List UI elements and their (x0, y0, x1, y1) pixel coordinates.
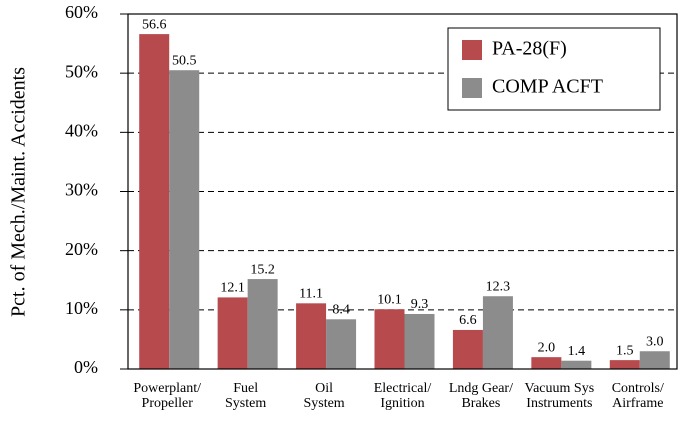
bar (639, 351, 670, 369)
x-tick-label: Fuel System (225, 381, 266, 411)
y-tick-label: 0% (74, 357, 98, 377)
x-tick-label: Controls/Airframe (612, 381, 664, 411)
bar (452, 329, 483, 369)
y-tick-label: 60% (65, 2, 98, 22)
y-tick-label: 40% (65, 120, 98, 140)
bar (217, 297, 248, 369)
data-label: 15.2 (250, 262, 275, 277)
x-tick-label: Lndg Gear/Brakes (449, 381, 513, 411)
data-label: 12.3 (486, 279, 511, 294)
bar (531, 357, 562, 369)
data-label: 3.0 (646, 334, 664, 349)
data-label: 50.5 (172, 53, 197, 68)
bar (296, 303, 327, 369)
legend-label: PA-28(F) (492, 38, 567, 60)
x-tick-label: Vacuum Sys Instruments (525, 381, 595, 411)
x-tick-label: Oil System (303, 381, 344, 411)
y-tick-label: 30% (65, 180, 98, 200)
data-label: 8.4 (332, 303, 350, 318)
plot-frame (127, 13, 678, 370)
data-label: 9.3 (411, 297, 429, 312)
y-axis-label: Pct. of Mech./Maint. Accidents (8, 67, 30, 317)
bar (247, 279, 278, 369)
legend-swatch (462, 78, 482, 98)
y-tick-label: 10% (65, 298, 98, 318)
data-label: 12.1 (220, 281, 245, 296)
data-label: 2.0 (538, 340, 556, 355)
legend-box (447, 27, 661, 111)
y-tick-label: 50% (65, 61, 98, 81)
data-label: 10.1 (377, 292, 402, 307)
data-label: 1.5 (616, 343, 634, 358)
x-tick-label: Electrical/Ignition (374, 381, 432, 411)
bar (169, 70, 200, 369)
legend: PA-28(F) COMP ACFT (447, 27, 661, 111)
bar (139, 34, 170, 369)
data-label: 56.6 (142, 17, 167, 32)
data-label: 1.4 (568, 344, 586, 359)
bar (561, 360, 592, 369)
bar (404, 313, 435, 369)
bar (326, 319, 357, 369)
data-label: 11.1 (299, 287, 323, 302)
legend-swatch (462, 40, 482, 60)
legend-label: COMP ACFT (492, 76, 603, 98)
bar (609, 360, 640, 369)
x-tick-label: Powerplant/Propeller (133, 381, 201, 411)
bar (482, 296, 513, 369)
bar (374, 309, 405, 369)
data-label: 6.6 (459, 313, 477, 328)
y-tick-label: 20% (65, 239, 98, 259)
